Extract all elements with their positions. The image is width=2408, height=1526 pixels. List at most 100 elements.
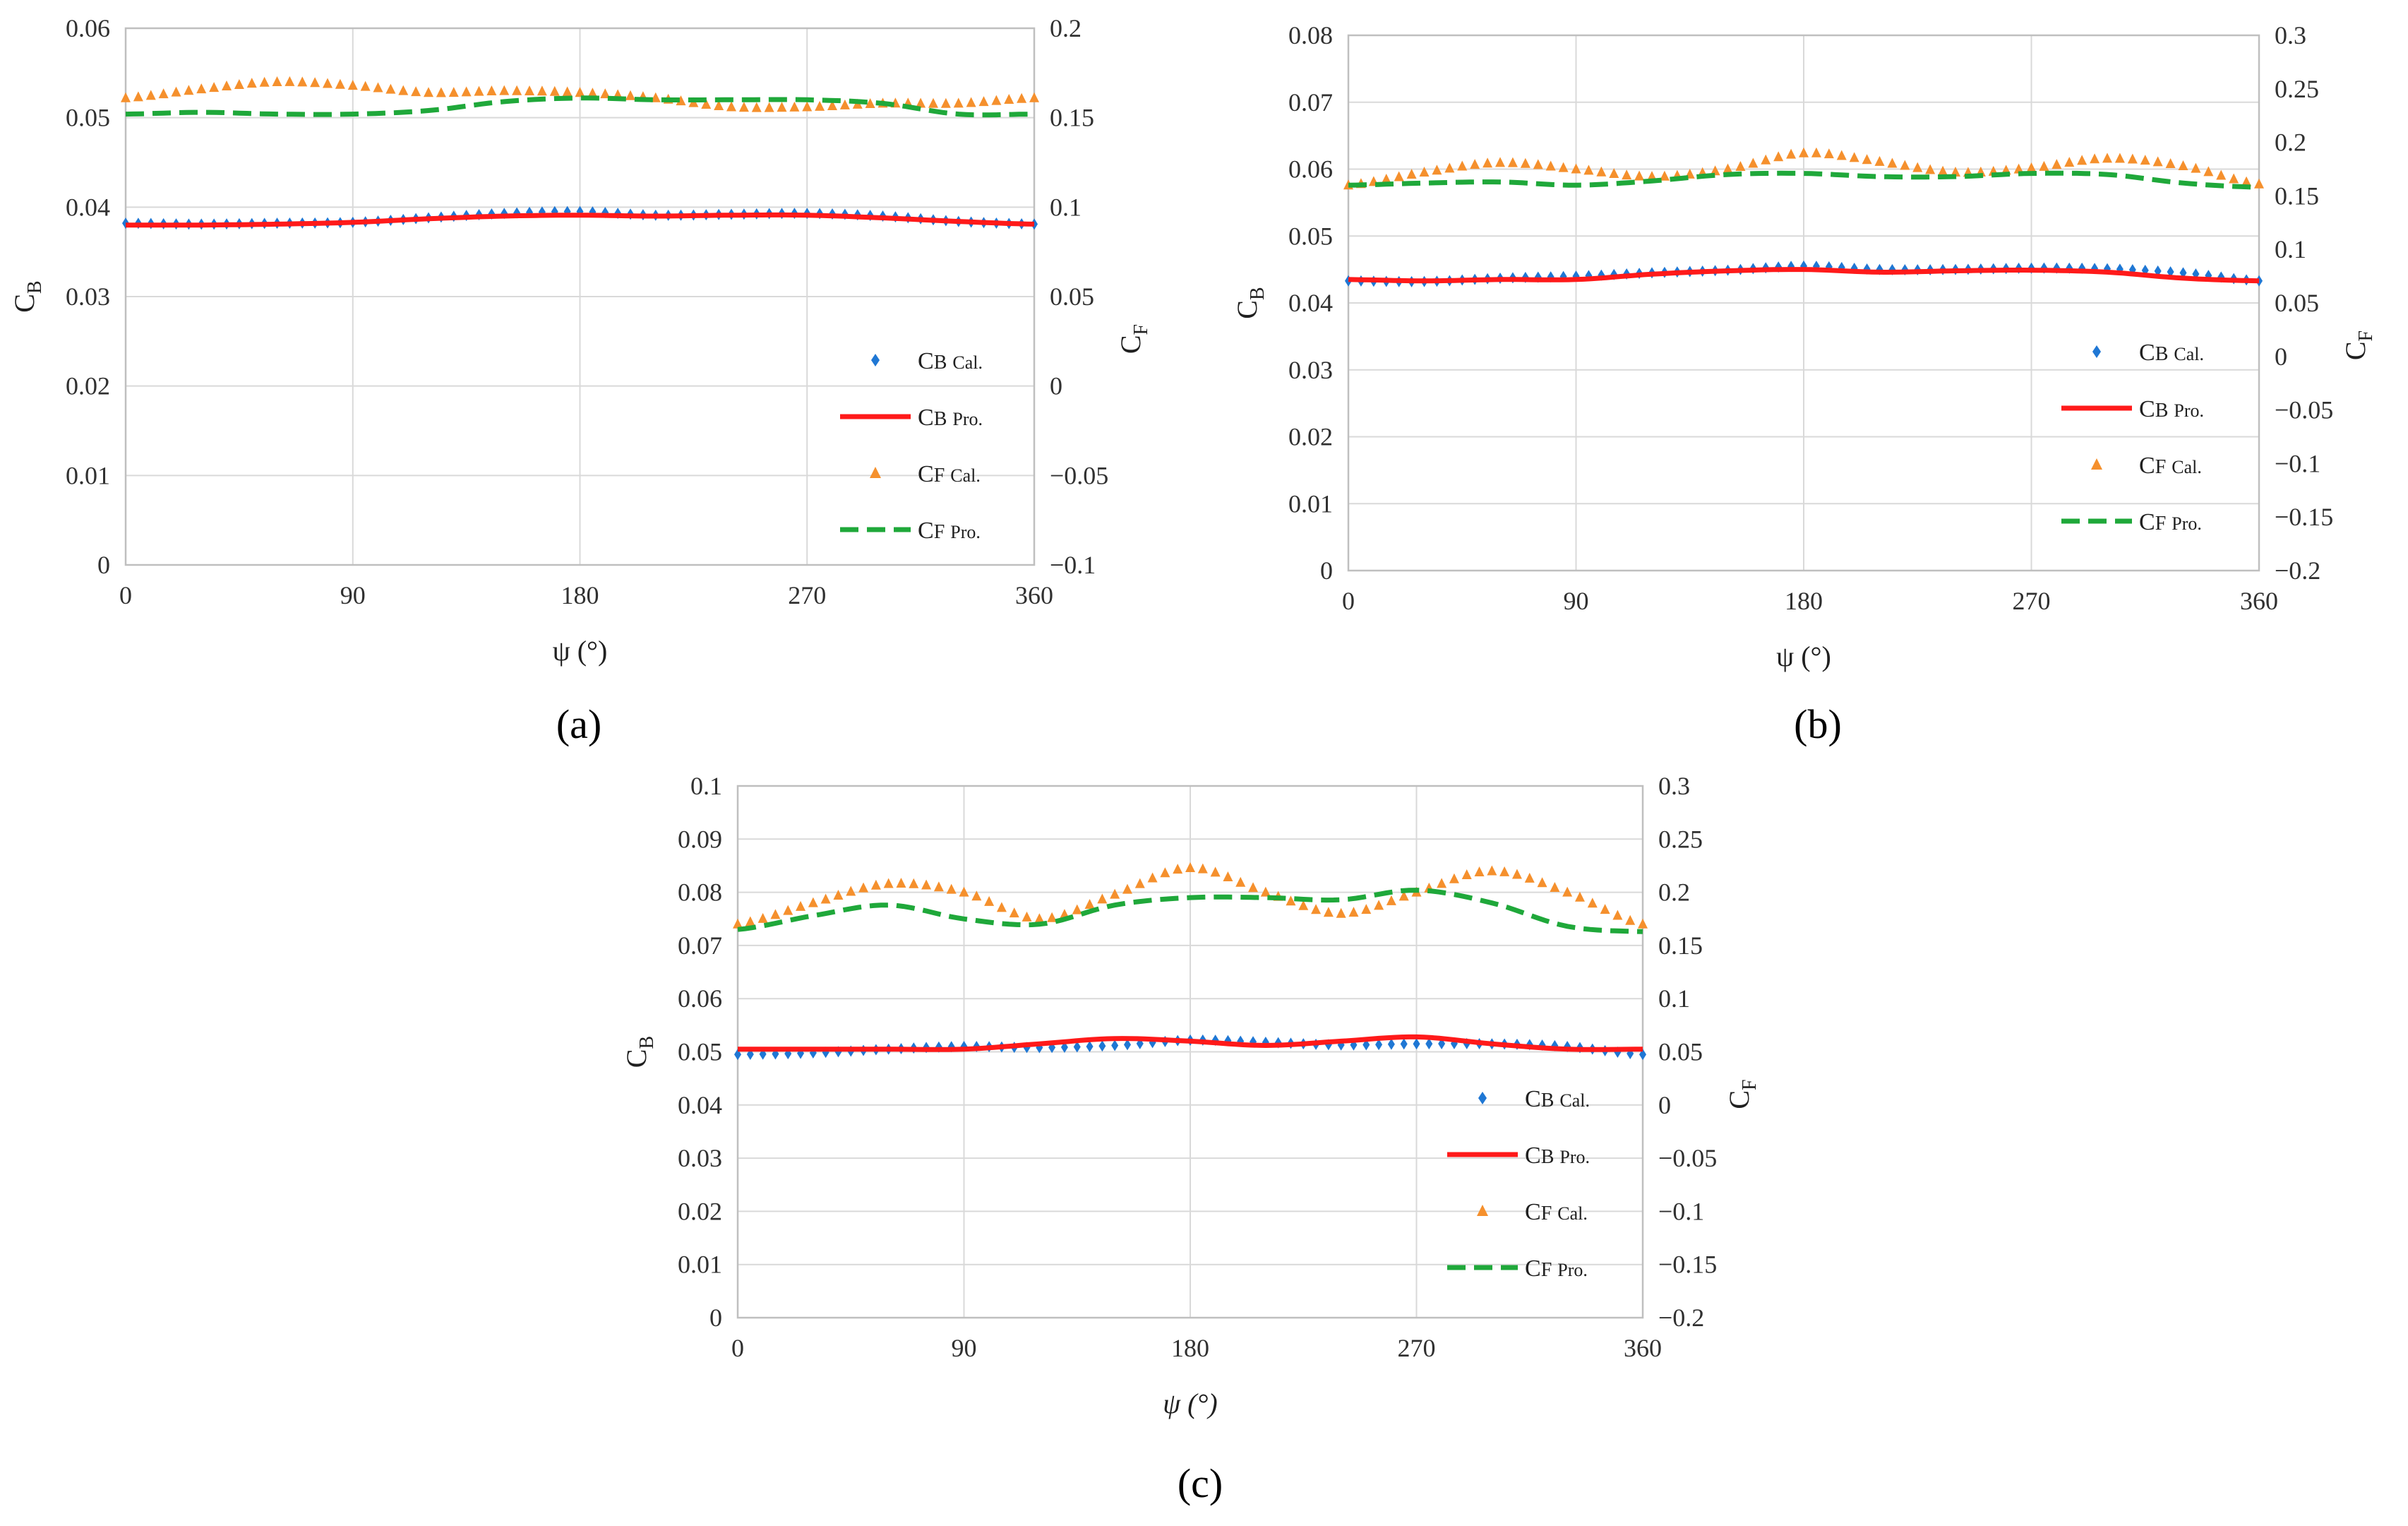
series-cb-pro — [126, 212, 1035, 228]
data-point — [2216, 169, 2227, 180]
data-point — [757, 912, 768, 923]
y-right-tick-label: 0.2 — [1050, 14, 1082, 42]
data-point — [2241, 176, 2252, 186]
y-left-tick-label: 0.01 — [66, 461, 110, 489]
data-point — [1470, 159, 1480, 169]
y-right-tick-label: 0.1 — [1658, 984, 1690, 1013]
data-point — [1799, 147, 1809, 157]
y-right-axis-label: CF — [2340, 330, 2377, 360]
data-point — [1550, 882, 1560, 893]
data-point — [796, 900, 806, 911]
y-right-tick-label: −0.1 — [1658, 1197, 1704, 1225]
data-point — [284, 76, 295, 86]
y-right-tick-label: 0.15 — [1658, 931, 1703, 960]
legend-label: CB Cal. — [1525, 1086, 1590, 1112]
data-point — [1487, 865, 1497, 876]
data-point — [398, 85, 409, 95]
y-right-tick-label: 0.15 — [2275, 181, 2319, 210]
data-point — [1235, 876, 1246, 887]
data-point — [833, 889, 844, 900]
data-point — [714, 100, 724, 111]
x-tick-label: 90 — [340, 581, 366, 609]
data-point — [297, 76, 308, 87]
data-point — [846, 886, 856, 896]
data-point — [921, 879, 932, 890]
data-point — [436, 87, 446, 97]
data-point — [486, 85, 497, 95]
data-point — [1735, 161, 1746, 172]
y-right-tick-label: 0.05 — [1050, 282, 1094, 311]
data-point — [1748, 157, 1759, 168]
data-point — [1638, 918, 1648, 929]
data-point — [158, 88, 169, 99]
data-point — [2191, 162, 2201, 173]
data-point — [1223, 871, 1233, 882]
y-right-tick-label: −0.2 — [2275, 556, 2320, 585]
legend-label: CB Cal. — [918, 348, 983, 374]
data-point — [959, 886, 969, 897]
data-point — [1034, 913, 1045, 924]
data-point — [777, 102, 787, 112]
data-point — [783, 905, 793, 915]
y-left-tick-label: 0.03 — [66, 282, 110, 311]
data-point — [145, 90, 156, 100]
data-point — [1938, 165, 1948, 176]
data-point — [1134, 878, 1145, 888]
data-point — [839, 99, 850, 109]
data-point — [1147, 872, 1158, 883]
data-point — [1386, 895, 1396, 905]
data-point — [984, 895, 995, 906]
data-point — [650, 92, 661, 102]
data-point — [1009, 907, 1019, 918]
y-right-tick-label: 0.25 — [1658, 825, 1703, 853]
y-left-tick-label: 0.08 — [1288, 21, 1333, 49]
data-point — [575, 87, 585, 97]
data-point — [2165, 158, 2176, 169]
y-left-tick-label: 0.05 — [678, 1038, 722, 1066]
data-point — [1323, 907, 1334, 917]
series-cf-pro — [125, 95, 1035, 118]
y-right-axis-label: CF — [1723, 1079, 1761, 1109]
data-point — [234, 78, 244, 89]
data-point — [2051, 159, 2062, 169]
data-point — [1437, 878, 1447, 888]
chart-a: 0 90 180 270 360 0 0.01 0.02 0.03 0.04 0.05 0.06 −0.… — [8, 14, 1152, 667]
legend-label: CF Cal. — [1525, 1199, 1588, 1225]
data-point — [2254, 178, 2264, 189]
data-point — [1362, 1039, 1370, 1051]
data-point — [1072, 904, 1082, 914]
data-point — [1600, 904, 1610, 914]
data-point — [1084, 899, 1095, 910]
x-tick-label: 0 — [119, 581, 132, 609]
y-left-tick-label: 0.1 — [690, 772, 722, 800]
data-point — [1444, 162, 1455, 173]
data-point — [883, 878, 894, 888]
data-point — [996, 902, 1007, 912]
data-point — [1413, 1038, 1420, 1050]
plot-frame — [124, 27, 1036, 566]
y-right-tick-label: 0.1 — [2275, 235, 2306, 263]
y-left-tick-label: 0.07 — [678, 931, 722, 960]
data-point — [701, 98, 712, 109]
y-left-tick-label: 0.04 — [1288, 289, 1333, 317]
data-point — [2039, 160, 2049, 171]
data-point — [2013, 163, 2024, 174]
data-point — [1925, 164, 1936, 174]
data-point — [2077, 155, 2087, 165]
data-point — [1348, 907, 1359, 917]
x-axis-label: ψ (°) — [1163, 1388, 1217, 1419]
y-right-tick-label: −0.1 — [2275, 449, 2320, 477]
data-point — [373, 82, 383, 93]
x-tick-label: 270 — [2013, 587, 2051, 615]
x-tick-label: 360 — [1624, 1334, 1662, 1362]
data-point — [1874, 155, 1885, 166]
data-point — [676, 95, 686, 106]
data-point — [808, 897, 818, 907]
y-right-tick-label: 0.2 — [1658, 878, 1690, 907]
data-point — [2127, 153, 2138, 164]
data-point — [953, 97, 964, 108]
data-point — [1029, 92, 1039, 102]
data-point — [1394, 171, 1404, 181]
y-left-tick-label: 0 — [1320, 556, 1333, 585]
data-point — [196, 83, 207, 94]
